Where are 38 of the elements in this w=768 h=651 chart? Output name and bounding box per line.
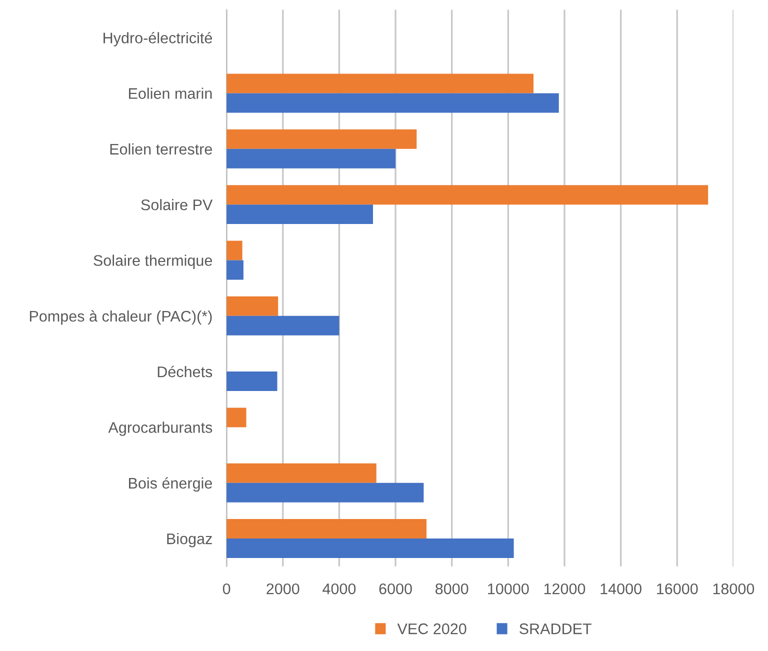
bar xyxy=(226,316,340,336)
bar xyxy=(226,148,396,168)
bar xyxy=(226,482,424,502)
x-tick-label: 6000 xyxy=(379,583,412,594)
bar xyxy=(226,260,244,280)
x-tick-label: 2000 xyxy=(266,583,300,594)
legend-label: VEC 2020 xyxy=(397,623,466,634)
bar xyxy=(226,408,246,428)
y-tick-label: Agrocarburants xyxy=(108,422,212,436)
bar xyxy=(226,93,559,113)
bar xyxy=(226,240,242,260)
y-tick-label: Eolien terrestre xyxy=(110,143,212,155)
bar xyxy=(226,519,426,539)
y-tick-label: Solaire PV xyxy=(141,199,213,210)
bar xyxy=(226,538,514,558)
legend-label: SRADDET xyxy=(520,623,592,634)
bar xyxy=(226,296,278,316)
bar xyxy=(226,204,373,224)
y-tick-label: Pompes à chaleur (PAC)(*) xyxy=(30,310,212,325)
bar xyxy=(226,129,417,149)
bar xyxy=(226,74,534,94)
x-tick-label: 10000 xyxy=(488,583,529,594)
bar xyxy=(226,463,376,483)
x-tick-label: 4000 xyxy=(322,583,356,594)
y-tick-label: Eolien marin xyxy=(129,88,212,99)
bar xyxy=(226,372,278,392)
x-tick-label: 18000 xyxy=(713,583,754,594)
y-tick-label: Hydro-électricité xyxy=(104,32,212,46)
y-tick-label: Déchets xyxy=(158,366,212,378)
x-tick-label: 16000 xyxy=(657,583,698,594)
x-tick-label: 14000 xyxy=(600,583,642,594)
y-tick-label: Biogaz xyxy=(167,533,212,548)
bar xyxy=(226,185,708,205)
y-tick-label: Bois énergie xyxy=(129,477,212,492)
x-tick-label: 0 xyxy=(222,583,230,594)
y-tick-label: Solaire thermique xyxy=(94,254,212,269)
x-tick-label: 8000 xyxy=(436,583,468,594)
x-tick-label: 12000 xyxy=(544,583,586,594)
